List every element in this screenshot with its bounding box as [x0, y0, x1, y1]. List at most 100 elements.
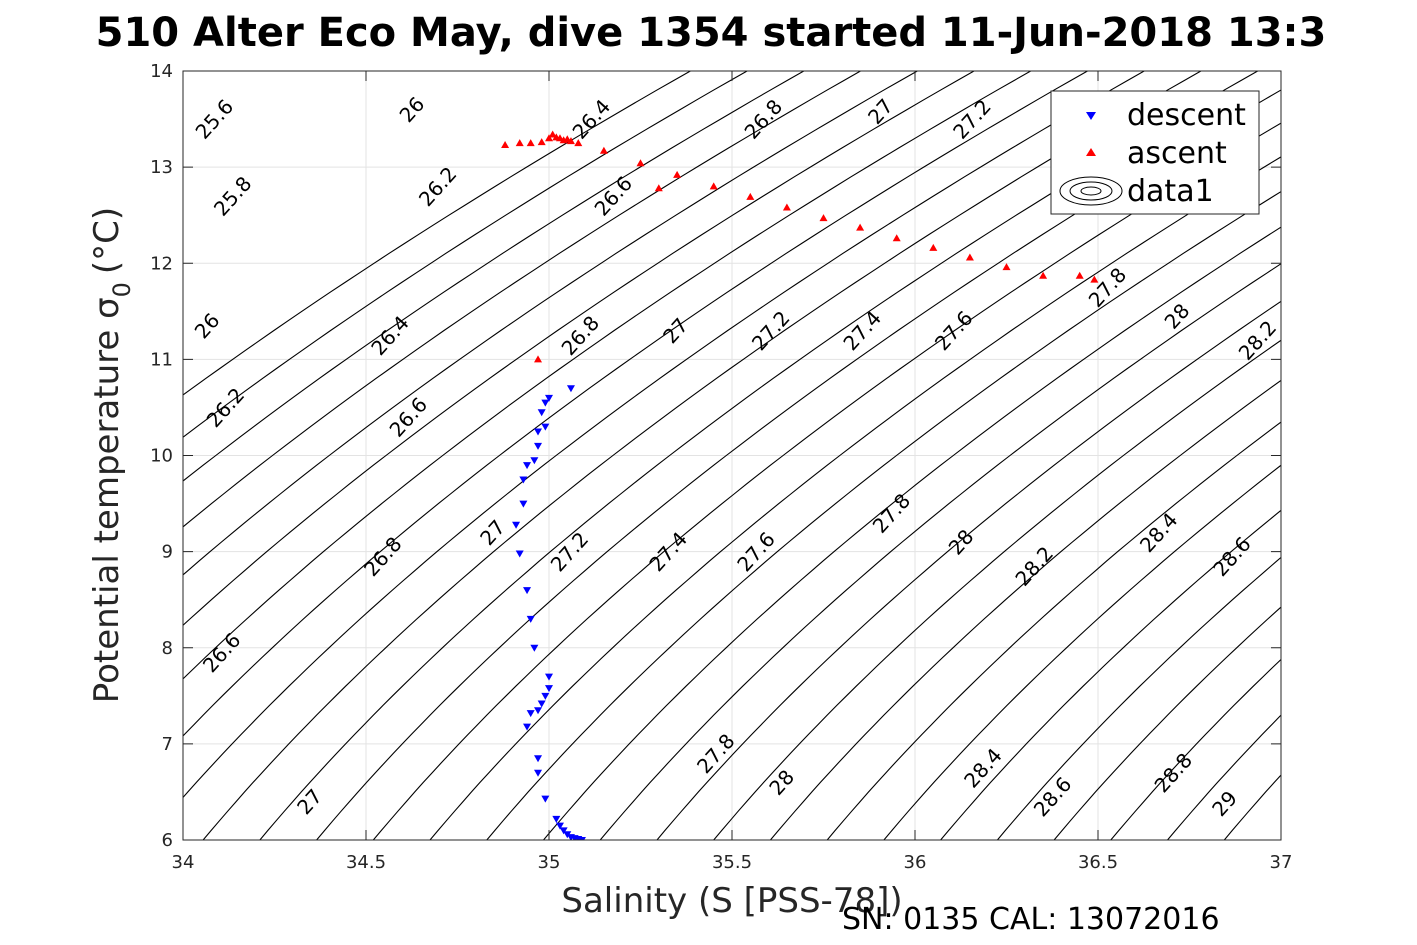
- descent-point: [541, 795, 550, 803]
- y-tick-label: 10: [150, 446, 173, 467]
- isopycnal-line: [183, 71, 748, 438]
- legend-box: [1050, 90, 1260, 215]
- ascent-point: [1090, 275, 1099, 283]
- descent-point: [519, 476, 528, 484]
- descent-point: [577, 837, 586, 840]
- descent-point: [534, 442, 543, 450]
- legend-contour-icon: [1059, 176, 1123, 206]
- ascent-point: [545, 134, 553, 142]
- isopycnal-line: [183, 71, 975, 627]
- y-tick-label: 9: [162, 542, 173, 563]
- descent-point: [563, 831, 572, 839]
- descent-point: [515, 550, 524, 558]
- ascent-point: [892, 234, 901, 242]
- isopycnal-line: [713, 339, 1281, 840]
- ascent-point: [574, 139, 583, 147]
- descent-point: [541, 692, 550, 700]
- ascent-point: [636, 159, 645, 167]
- isopycnal-line: [996, 556, 1281, 840]
- ascent-point: [673, 170, 682, 178]
- x-tick-label: 37: [1270, 852, 1293, 873]
- descent-point: [534, 428, 543, 436]
- data-series: [501, 130, 1099, 840]
- isopycnal-line: [826, 421, 1281, 840]
- ascent-point: [709, 182, 718, 190]
- y-tick-label: 8: [162, 638, 173, 659]
- isopycnal-line: [1395, 71, 1417, 840]
- ascent-point: [819, 214, 828, 222]
- ascent-point: [1039, 271, 1048, 279]
- x-axis-label: Salinity (S [PSS-78]): [561, 881, 902, 921]
- isopycnal-line: [883, 464, 1281, 840]
- isopycnal-line: [183, 71, 1031, 680]
- legend-ascent-label: ascent: [1127, 136, 1227, 171]
- descent-point: [545, 685, 553, 693]
- x-tick-label: 36.5: [1078, 852, 1118, 873]
- descent-point: [519, 500, 528, 508]
- descent-point: [530, 457, 539, 465]
- x-tick-label: 34.5: [346, 852, 386, 873]
- y-tick-label: 6: [162, 830, 173, 851]
- isopycnal-line: [940, 509, 1281, 840]
- descent-point: [523, 587, 532, 595]
- isopycnal-line: [1338, 71, 1417, 840]
- legend: descent ascent data1: [1050, 90, 1260, 215]
- descent-point: [526, 615, 535, 623]
- density-contours: [183, 71, 1417, 840]
- y-axis-label-main: Potential temperature σ: [87, 297, 127, 703]
- legend-descent-marker: [1086, 112, 1096, 120]
- isopycnal-line: [183, 71, 861, 528]
- descent-point: [552, 815, 561, 823]
- isopycnal-line: [259, 71, 1258, 840]
- descent-point: [534, 769, 543, 777]
- ascent-point: [965, 253, 974, 261]
- y-axis-label-subscript: 0: [108, 282, 136, 297]
- isopycnal-line: [1053, 606, 1281, 840]
- isopycnal-line: [183, 71, 1145, 799]
- legend-descent-label: descent: [1127, 98, 1246, 133]
- ascent-point: [654, 184, 663, 192]
- ascent-point: [501, 141, 510, 149]
- descent-point: [541, 423, 550, 431]
- isopycnal-line: [543, 226, 1281, 840]
- y-tick-label: 11: [150, 349, 173, 370]
- grid: [183, 71, 1281, 840]
- ascent-point: [1075, 271, 1084, 279]
- isopycnal-line: [1280, 839, 1281, 840]
- ascent-point: [1002, 263, 1011, 271]
- isopycnal-line: [1110, 658, 1281, 840]
- ascent-point: [548, 130, 557, 138]
- ascent-point: [782, 203, 791, 211]
- descent-point: [512, 521, 521, 529]
- isopycnal-line: [656, 300, 1281, 840]
- descent-point: [534, 755, 543, 763]
- y-tick-label: 12: [150, 253, 173, 274]
- y-tick-label: 13: [150, 157, 173, 178]
- descent-point: [566, 385, 575, 393]
- descent-point: [545, 673, 553, 681]
- descent-point: [559, 827, 568, 835]
- isopycnal-line: [183, 71, 1088, 737]
- chart-title: 510 Alter Eco May, dive 1354 started 11-…: [96, 10, 1327, 56]
- legend-ascent-marker: [1086, 148, 1096, 156]
- x-tick-label: 35.5: [712, 852, 752, 873]
- x-axis-ticks: 34 34.5 35 35.5 36 36.5 37: [172, 71, 1293, 873]
- legend-data1-label: data1: [1127, 174, 1214, 209]
- descent-point: [526, 710, 535, 718]
- ascent-point: [526, 139, 535, 147]
- ascent-point: [566, 137, 575, 145]
- descent-point: [537, 700, 546, 708]
- y-tick-label: 14: [150, 61, 173, 82]
- ascent-point: [515, 139, 524, 147]
- y-axis-label-unit: (°C): [87, 207, 127, 274]
- isopycnal-line: [183, 71, 918, 576]
- x-tick-label: 34: [172, 852, 195, 873]
- ascent-point: [929, 243, 938, 251]
- descent-point: [530, 644, 539, 652]
- isopycnal-line: [183, 71, 805, 482]
- descent-point: [534, 707, 543, 715]
- ascent-point: [746, 192, 755, 200]
- isopycnal-line: [183, 71, 691, 396]
- x-tick-label: 35: [538, 852, 561, 873]
